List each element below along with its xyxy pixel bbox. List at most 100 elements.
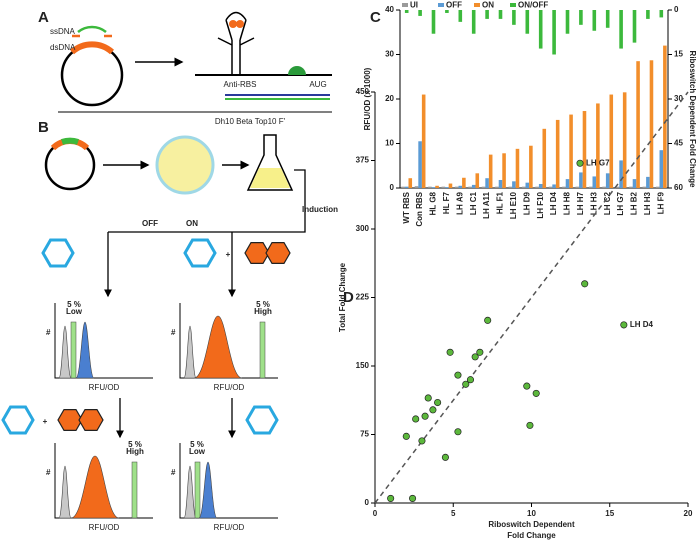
gate-label: 5 % — [67, 300, 81, 309]
axis — [179, 443, 278, 519]
y-tick-label: 375 — [356, 156, 370, 165]
histogram-peak — [75, 321, 95, 379]
y-tick-label: 0 — [365, 498, 370, 507]
bar — [454, 186, 459, 188]
point — [409, 494, 417, 502]
x-tick-label: LH A11 — [482, 191, 491, 218]
gate — [259, 321, 266, 379]
point — [532, 389, 540, 397]
legend-swatch — [402, 3, 408, 7]
bar — [542, 128, 547, 188]
legend-label: UI — [410, 1, 418, 10]
point — [466, 376, 475, 384]
x-tick-label: LH D9 — [522, 191, 531, 215]
bar — [485, 178, 489, 188]
panel-a: ssDNA dsDNA Anti-RBS AUG — [50, 11, 332, 113]
point-label: LH D4 — [630, 320, 654, 329]
bar — [502, 153, 506, 188]
point — [523, 382, 531, 390]
bar — [458, 185, 463, 188]
x-tick-label: 5 — [451, 509, 456, 518]
bar — [529, 145, 533, 188]
gate — [194, 461, 201, 519]
molecule — [78, 409, 104, 431]
bar — [488, 154, 493, 188]
bar — [579, 10, 583, 25]
bar — [421, 94, 426, 188]
bar — [642, 186, 647, 188]
bar — [562, 186, 566, 188]
x-tick-label: HL F1 — [496, 191, 505, 214]
gate-label: 5 % — [190, 440, 204, 449]
histogram-peak — [58, 325, 72, 379]
ligand — [236, 20, 244, 28]
point — [454, 428, 462, 436]
point-label: LH G7 — [586, 158, 610, 167]
axis-label: RFU/OD — [214, 523, 245, 532]
molecule — [41, 238, 75, 268]
bar — [401, 186, 405, 188]
ligand — [229, 20, 237, 28]
bar — [445, 10, 449, 13]
gate-label: High — [254, 307, 272, 316]
x-tick-label: LH H8 — [563, 191, 572, 215]
x-tick-label: WT RBS — [402, 191, 411, 223]
bar — [448, 183, 453, 188]
bar — [468, 186, 472, 188]
point — [576, 159, 584, 167]
bar — [508, 186, 513, 188]
y-tick-label: 225 — [356, 293, 370, 302]
bar — [649, 60, 654, 188]
bar — [622, 92, 627, 188]
y2-tick-label: 0 — [674, 5, 679, 14]
y-axis-label: Total Fold Change — [338, 262, 347, 332]
sequence — [225, 94, 330, 96]
petri-dish — [155, 135, 215, 195]
label: OFF — [142, 219, 158, 228]
point — [454, 371, 462, 379]
molecule — [57, 409, 83, 431]
x-tick-label: 0 — [373, 509, 378, 518]
axis-label: # — [171, 468, 176, 477]
bar — [636, 61, 640, 188]
bar — [548, 186, 553, 188]
bar — [408, 178, 413, 188]
gate-label: Low — [66, 307, 83, 316]
bar — [569, 114, 573, 188]
bar — [431, 10, 436, 34]
legend-swatch — [474, 3, 480, 7]
label: ON — [186, 219, 198, 228]
point — [620, 321, 628, 329]
bar — [535, 186, 539, 188]
x-tick-label: HL G8 — [429, 191, 438, 215]
point — [484, 316, 492, 324]
gate-label: 5 % — [256, 300, 270, 309]
bar — [481, 186, 486, 188]
bar — [462, 177, 466, 188]
bar — [592, 176, 597, 188]
bar — [588, 186, 593, 188]
bar — [495, 186, 499, 188]
bar — [418, 10, 422, 16]
bar — [659, 150, 664, 188]
panel-b: Dh10 Beta Top10 F' Induction OFF ON + + … — [1, 117, 338, 532]
point — [526, 421, 534, 429]
ssdna — [77, 25, 107, 34]
bar — [646, 176, 650, 188]
point — [402, 432, 410, 440]
gate — [131, 461, 138, 519]
axis — [179, 303, 278, 379]
point — [387, 494, 395, 502]
axis-label: # — [46, 468, 51, 477]
bar — [521, 186, 526, 188]
legend-swatch — [510, 3, 516, 7]
x-tick-label: 15 — [605, 509, 614, 518]
plus: + — [226, 250, 231, 259]
histogram-peak — [193, 315, 243, 379]
gate — [70, 321, 77, 379]
strain: Dh10 Beta Top10 F' — [215, 117, 286, 126]
point — [581, 280, 589, 288]
bar — [632, 179, 637, 188]
histogram-peak — [183, 465, 197, 519]
